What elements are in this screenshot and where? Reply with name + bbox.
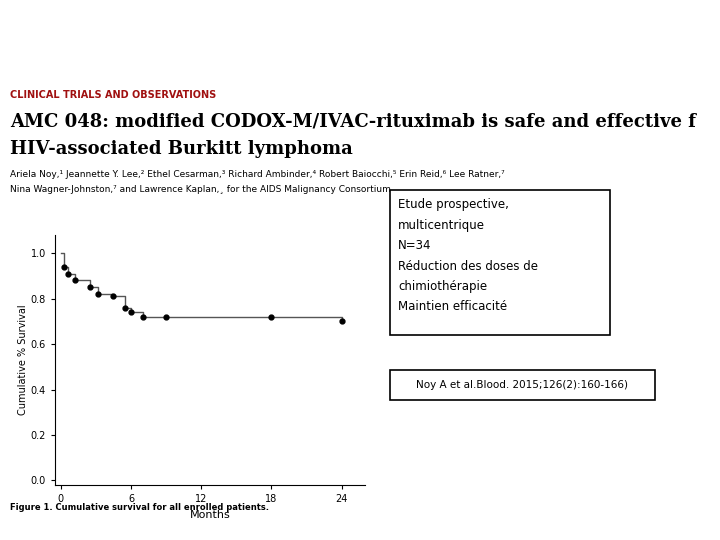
Text: CLINICAL TRIALS AND OBSERVATIONS: CLINICAL TRIALS AND OBSERVATIONS	[10, 90, 216, 100]
Text: Figure 1. Cumulative survival for all enrolled patients.: Figure 1. Cumulative survival for all en…	[10, 503, 269, 512]
X-axis label: Months: Months	[189, 510, 230, 519]
Text: HIV-associated Burkitt lymphoma: HIV-associated Burkitt lymphoma	[10, 140, 353, 158]
Text: Etude prospective,
multicentrique
N=34
Réduction des doses de
chimiothérapie
Mai: Etude prospective, multicentrique N=34 R…	[398, 198, 538, 314]
Y-axis label: Cumulative % Survival: Cumulative % Survival	[18, 305, 28, 415]
Bar	[390, 190, 610, 335]
Text: Nina Wagner-Johnston,⁷ and Lawrence Kaplan,¸ for the AIDS Malignancy Consortium: Nina Wagner-Johnston,⁷ and Lawrence Kapl…	[10, 185, 391, 194]
Text: AMC 048: modified CODOX-M/IVAC-rituximab is safe and effective f: AMC 048: modified CODOX-M/IVAC-rituximab…	[10, 113, 696, 131]
Text: Noy A et al.Blood. 2015;126(2):160-166): Noy A et al.Blood. 2015;126(2):160-166)	[416, 380, 629, 390]
Bar	[390, 370, 655, 400]
Text: Regular Article: Regular Article	[11, 31, 210, 56]
Text: Ariela Noy,¹ Jeannette Y. Lee,² Ethel Cesarman,³ Richard Ambinder,⁴ Robert Baioc: Ariela Noy,¹ Jeannette Y. Lee,² Ethel Ce…	[10, 170, 505, 179]
